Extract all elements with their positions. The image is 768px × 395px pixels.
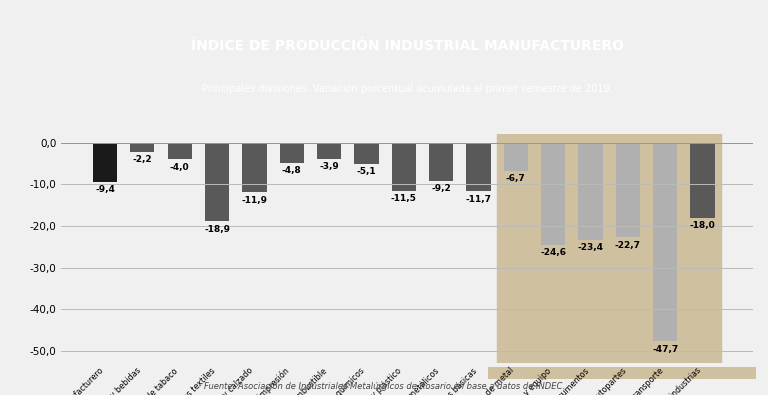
Bar [504,143,528,171]
Text: -4,8: -4,8 [282,166,302,175]
Text: -9,2: -9,2 [432,184,451,193]
Text: -18,9: -18,9 [204,225,230,234]
Text: -24,6: -24,6 [540,248,566,258]
Text: -5,1: -5,1 [356,167,376,176]
Bar [466,143,491,191]
Bar [167,143,192,159]
Text: Fuente: Asociación de Industriales Metalúrgicos de Rosario en base a datos de IN: Fuente: Asociación de Industriales Metal… [204,382,564,391]
Bar [131,143,154,152]
Bar [578,143,603,240]
Text: -22,7: -22,7 [615,241,641,250]
Bar [354,143,379,164]
Text: -11,5: -11,5 [391,194,417,203]
Text: -18,0: -18,0 [690,221,716,230]
Bar [497,134,721,363]
Bar [317,143,341,159]
Bar [93,143,118,182]
Bar [541,143,565,245]
Text: -4,0: -4,0 [170,163,190,171]
Text: -9,4: -9,4 [95,185,115,194]
Text: -3,9: -3,9 [319,162,339,171]
Bar [280,143,304,163]
Text: ÍNDICE DE PRODUCCIÓN INDUSTRIAL MANUFACTURERO: ÍNDICE DE PRODUCCIÓN INDUSTRIAL MANUFACT… [190,40,624,53]
Text: -11,7: -11,7 [465,195,492,204]
Bar [205,143,229,221]
Text: -47,7: -47,7 [652,345,678,354]
Bar [653,143,677,341]
Text: Principales divisiones. Variación porcentual acumulada al primer semestre de 201: Principales divisiones. Variación porcen… [202,84,612,94]
Text: -6,7: -6,7 [506,174,525,183]
Bar [242,143,266,192]
Bar [429,143,453,181]
Text: -11,9: -11,9 [241,196,267,205]
Text: -2,2: -2,2 [133,155,152,164]
Bar [392,143,416,190]
Text: -23,4: -23,4 [578,243,604,252]
Bar [616,143,640,237]
Bar [690,143,715,218]
